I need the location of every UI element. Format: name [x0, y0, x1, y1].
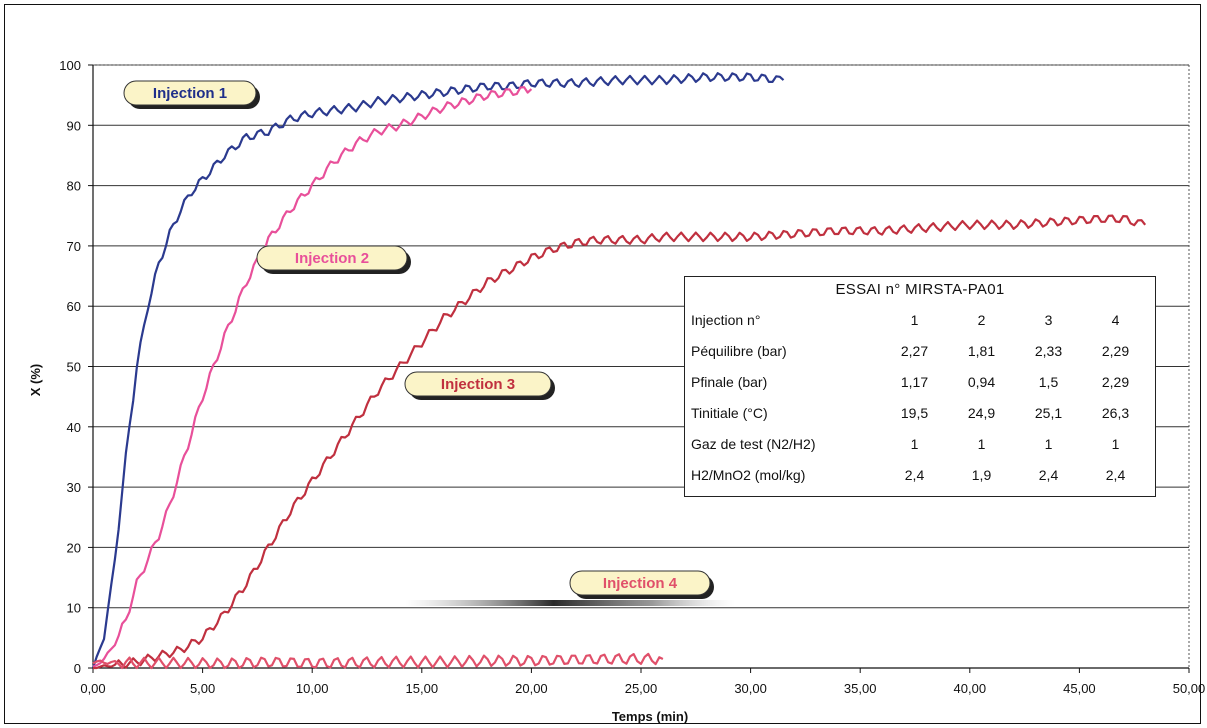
table-cell: 3 [1044, 311, 1053, 328]
callout-pill [404, 371, 552, 397]
x-tick-label: 35,00 [844, 681, 877, 696]
table-cell: 2,29 [1101, 342, 1130, 359]
callout-pill [569, 570, 711, 596]
table-cell: 2,4 [904, 466, 925, 483]
x-tick-label: 50,00 [1173, 681, 1206, 696]
table-row: Pfinale (bar) 1,17 0,94 1,5 2,29 [691, 366, 1149, 397]
row-label: Tinitiale (°C) [691, 404, 768, 421]
x-tick-label: 5,00 [190, 681, 215, 696]
table-cell: 2,4 [1105, 466, 1126, 483]
table-cell: 1 [910, 311, 919, 328]
row-label: Gaz de test (N2/H2) [691, 435, 816, 452]
y-tick-label: 40 [67, 420, 81, 435]
x-tick-label: 0,00 [80, 681, 105, 696]
test-parameters-table: ESSAI n° MIRSTA-PA01 Injection n° 1 2 3 … [684, 276, 1156, 497]
y-tick-label: 30 [67, 480, 81, 495]
y-tick-label: 0 [74, 661, 81, 676]
table-cell: 1,81 [967, 342, 996, 359]
series-line-3 [93, 214, 1147, 670]
table-cell: 2,29 [1101, 373, 1130, 390]
row-label: Pfinale (bar) [691, 373, 768, 390]
table-cell: 24,9 [967, 404, 996, 421]
row-label: Injection n° [691, 311, 761, 328]
axes: 0 10 20 30 40 50 60 70 80 90 100 0,00 5,00 10,00 15,00… [59, 58, 1205, 696]
y-tick-label: 70 [67, 239, 81, 254]
series-callout-1: Injection 1 [123, 80, 260, 109]
table-cell: 2,4 [1038, 466, 1059, 483]
y-tick-label: 10 [67, 601, 81, 616]
table-cell: 25,1 [1034, 404, 1063, 421]
table-cell: 26,3 [1101, 404, 1130, 421]
y-tick-label: 50 [67, 360, 81, 375]
callout-label: Injection 3 [441, 376, 515, 393]
callout-label: Injection 1 [153, 85, 227, 102]
y-tick-label: 80 [67, 179, 81, 194]
x-tick-label: 20,00 [515, 681, 548, 696]
table-row: Tinitiale (°C) 19,5 24,9 25,1 26,3 [691, 397, 1149, 428]
y-tick-label: 20 [67, 540, 81, 555]
x-axis-title: Temps (min) [612, 709, 688, 724]
series-callout-2: Injection 2 [256, 245, 411, 274]
table-cell: 1 [1111, 435, 1120, 452]
table-cell: 1,5 [1038, 373, 1059, 390]
series-lines [91, 72, 1147, 670]
table-row: Péquilibre (bar) 2,27 1,81 2,33 2,29 [691, 335, 1149, 366]
table-cell: 1,17 [900, 373, 929, 390]
table-cell: 2,27 [900, 342, 929, 359]
series-callout-3: Injection 3 [404, 371, 555, 400]
row-label: Péquilibre (bar) [691, 342, 787, 359]
x-tick-label: 15,00 [406, 681, 439, 696]
x-tick-label: 25,00 [625, 681, 658, 696]
x-tick-label: 30,00 [734, 681, 767, 696]
series-callout-4: Injection 4 [569, 570, 714, 599]
x-tick-label: 45,00 [1063, 681, 1096, 696]
callout-pill [256, 245, 408, 271]
x-tick-label: 10,00 [296, 681, 329, 696]
table-cell: 1 [977, 435, 986, 452]
series-line-1 [91, 72, 785, 669]
table-row: Gaz de test (N2/H2) 1 1 1 1 [691, 428, 1149, 459]
y-tick-label: 90 [67, 118, 81, 133]
row-label: H2/MnO2 (mol/kg) [691, 466, 806, 483]
y-tick-label: 60 [67, 299, 81, 314]
series-line-4 [92, 652, 664, 670]
table-title: ESSAI n° MIRSTA-PA01 [835, 281, 1005, 298]
table-cell: 2,33 [1034, 342, 1063, 359]
series-callouts: Injection 1 Injection 2 Injection 3 Injecti… [123, 80, 714, 599]
y-tick-label: 100 [59, 58, 81, 73]
callout-pill [123, 80, 257, 106]
table-cell: 1 [1044, 435, 1053, 452]
scan-smudge [405, 600, 735, 606]
y-axis-title: X (%) [28, 364, 43, 397]
table-row: Injection n° 1 2 3 4 [691, 304, 1149, 335]
callout-label: Injection 4 [603, 575, 678, 592]
table-cell: 0,94 [967, 373, 996, 390]
table-cell: 1,9 [971, 466, 992, 483]
table-row: H2/MnO2 (mol/kg) 2,4 1,9 2,4 2,4 [691, 459, 1149, 490]
table-cell: 4 [1111, 311, 1120, 328]
table-cell: 2 [977, 311, 986, 328]
x-tick-label: 40,00 [954, 681, 987, 696]
table-cell: 1 [910, 435, 919, 452]
series-line-2 [92, 86, 533, 668]
table-cell: 19,5 [900, 404, 929, 421]
callout-label: Injection 2 [295, 250, 369, 267]
